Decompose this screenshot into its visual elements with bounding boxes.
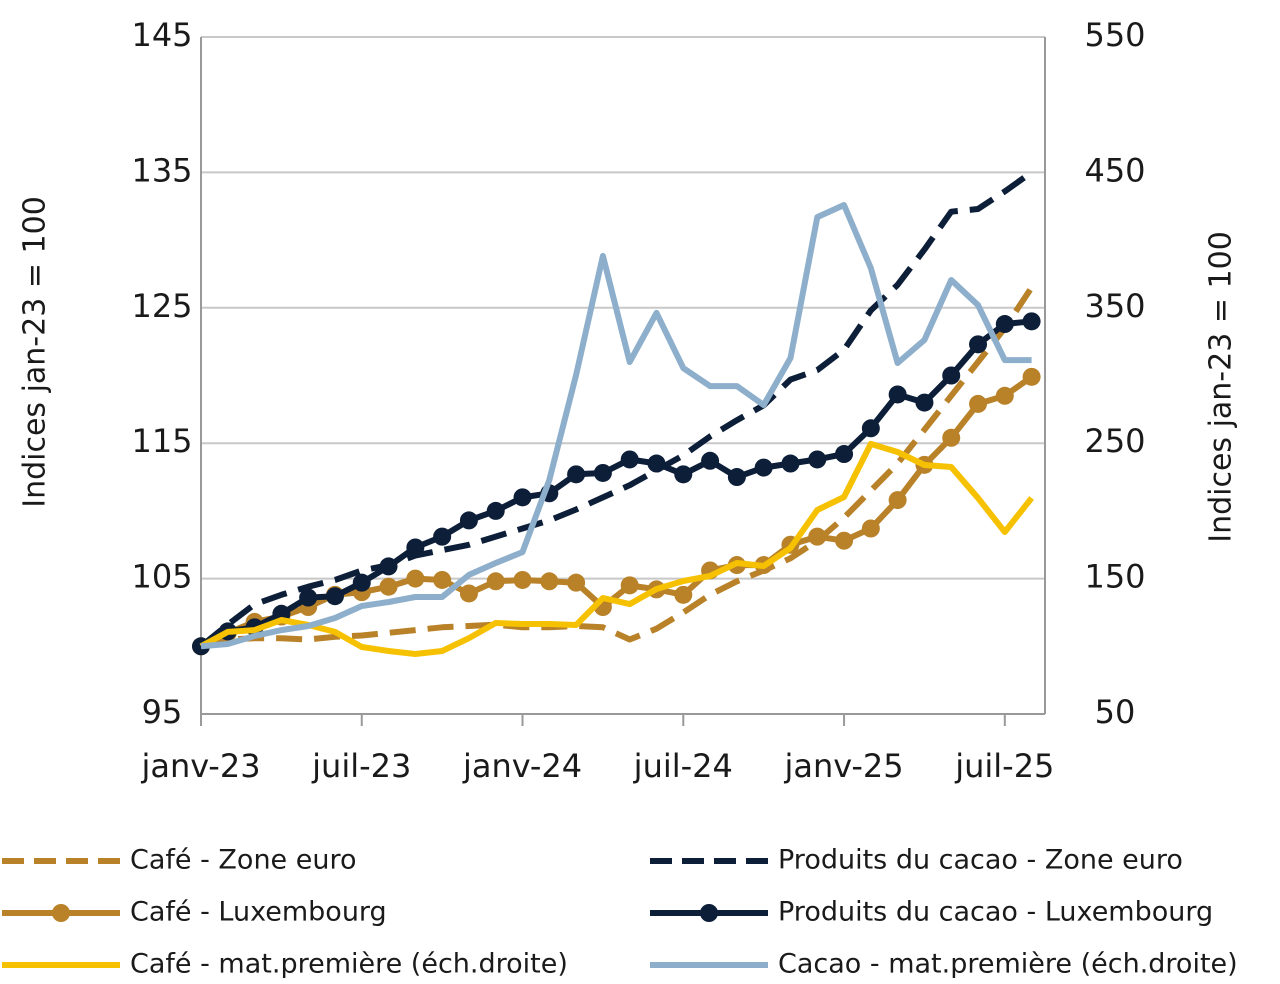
- series-marker: [593, 463, 612, 482]
- series-line: [199, 440, 1034, 657]
- y2-tick-label: 250: [1084, 422, 1145, 460]
- series-line: [200, 202, 1032, 650]
- series-marker: [433, 570, 452, 589]
- series-marker: [299, 588, 318, 607]
- series-marker: [513, 488, 532, 507]
- y2-tick-label: 550: [1084, 16, 1145, 54]
- series-line: [199, 169, 1034, 649]
- series-marker: [915, 393, 934, 412]
- y2-tick-label: 350: [1084, 287, 1145, 325]
- series-marker: [1022, 312, 1041, 331]
- series-marker: [995, 315, 1014, 334]
- y2-tick-label: 450: [1084, 151, 1145, 189]
- y-tick-label: 95: [142, 693, 183, 731]
- series-marker: [808, 527, 827, 546]
- series-marker: [540, 572, 559, 591]
- legend-label: Café - mat.première (éch.droite): [130, 949, 568, 980]
- legend-marker: [700, 904, 718, 922]
- legend-label: Produits du cacao - Luxembourg: [778, 897, 1213, 928]
- x-tick-label: juil-23: [311, 747, 411, 785]
- series-marker: [459, 511, 478, 530]
- series-marker: [486, 572, 505, 591]
- series-marker: [754, 458, 773, 477]
- y-tick-label: 125: [131, 287, 192, 325]
- series-marker: [942, 366, 961, 385]
- series-marker: [620, 450, 639, 469]
- series-marker: [674, 585, 693, 604]
- series-marker: [1022, 367, 1041, 386]
- series-marker: [325, 587, 344, 606]
- y-axis-label: Indices jan-23 = 100: [18, 196, 53, 508]
- series-marker: [513, 570, 532, 589]
- legend-label: Produits du cacao - Zone euro: [778, 845, 1183, 876]
- series-marker: [781, 454, 800, 473]
- x-tick-label: juil-25: [954, 747, 1054, 785]
- series-marker: [835, 445, 854, 464]
- series-marker: [835, 531, 854, 550]
- legend-marker: [52, 904, 70, 922]
- series-marker: [674, 465, 693, 484]
- y-tick-label: 135: [131, 151, 192, 189]
- series-marker: [701, 451, 720, 470]
- series-marker: [379, 557, 398, 576]
- series-marker: [647, 454, 666, 473]
- series-marker: [888, 385, 907, 404]
- x-tick-label: juil-24: [633, 747, 733, 785]
- x-tick-label: janv-25: [783, 747, 903, 785]
- series-marker: [567, 465, 586, 484]
- y-tick-label: 105: [131, 558, 192, 596]
- series-marker: [352, 573, 371, 592]
- series-marker: [942, 428, 961, 447]
- series-marker: [969, 394, 988, 413]
- series-marker: [727, 468, 746, 487]
- series-marker: [379, 577, 398, 596]
- series-marker: [808, 450, 827, 469]
- legend-label: Café - Zone euro: [130, 845, 357, 876]
- series-line: [199, 374, 1034, 649]
- y2-tick-label: 50: [1095, 693, 1136, 731]
- series-marker: [486, 501, 505, 520]
- series-marker: [995, 386, 1014, 405]
- series-marker: [861, 419, 880, 438]
- legend-label: Café - Luxembourg: [130, 897, 387, 928]
- series-marker: [620, 576, 639, 595]
- series-marker: [969, 335, 988, 354]
- series-marker: [433, 527, 452, 546]
- legend-label: Cacao - mat.première (éch.droite): [778, 949, 1238, 980]
- x-tick-label: janv-23: [140, 747, 260, 785]
- y-tick-label: 115: [131, 422, 192, 460]
- series-marker: [406, 569, 425, 588]
- series-marker: [861, 519, 880, 538]
- y-tick-label: 145: [131, 16, 192, 54]
- series-marker: [567, 573, 586, 592]
- y2-tick-label: 150: [1084, 558, 1145, 596]
- y2-axis-label: Indices jan-23 = 100: [1204, 231, 1239, 543]
- series-marker: [888, 491, 907, 510]
- series-marker: [459, 584, 478, 603]
- series-marker: [406, 538, 425, 557]
- x-tick-label: janv-24: [462, 747, 582, 785]
